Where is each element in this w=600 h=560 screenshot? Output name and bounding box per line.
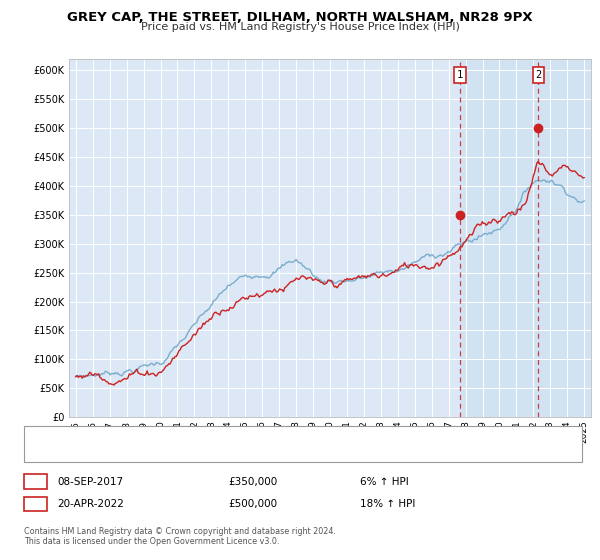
Text: Price paid vs. HM Land Registry's House Price Index (HPI): Price paid vs. HM Land Registry's House …	[140, 22, 460, 32]
Text: 18% ↑ HPI: 18% ↑ HPI	[360, 499, 415, 509]
Text: 08-SEP-2017: 08-SEP-2017	[57, 477, 123, 487]
Text: HPI: Average price, detached house, North Norfolk: HPI: Average price, detached house, Nort…	[66, 447, 294, 456]
Text: 6% ↑ HPI: 6% ↑ HPI	[360, 477, 409, 487]
Text: £350,000: £350,000	[228, 477, 277, 487]
Text: Contains HM Land Registry data © Crown copyright and database right 2024.: Contains HM Land Registry data © Crown c…	[24, 528, 336, 536]
Text: 20-APR-2022: 20-APR-2022	[57, 499, 124, 509]
Text: GREY CAP, THE STREET, DILHAM, NORTH WALSHAM, NR28 9PX: GREY CAP, THE STREET, DILHAM, NORTH WALS…	[67, 11, 533, 24]
Text: This data is licensed under the Open Government Licence v3.0.: This data is licensed under the Open Gov…	[24, 537, 280, 546]
Text: £500,000: £500,000	[228, 499, 277, 509]
Text: 2: 2	[535, 70, 542, 80]
Text: 2: 2	[32, 499, 38, 509]
Text: 1: 1	[32, 477, 38, 487]
Text: GREY CAP, THE STREET, DILHAM, NORTH WALSHAM, NR28 9PX (detached house): GREY CAP, THE STREET, DILHAM, NORTH WALS…	[66, 431, 431, 440]
Bar	[460, 59, 591, 417]
Text: 1: 1	[457, 70, 463, 80]
